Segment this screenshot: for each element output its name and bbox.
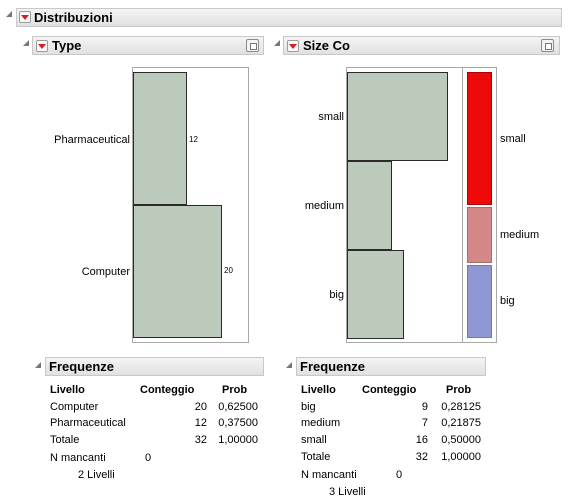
table-cell-prob: 0,21875 xyxy=(441,417,481,429)
table-cell-prob: 0,62500 xyxy=(218,401,258,413)
type-bar-computer[interactable] xyxy=(133,205,222,338)
col-header-prob: Prob xyxy=(222,384,248,396)
table-cell-level: Pharmaceutical xyxy=(50,417,126,429)
size-bar-small[interactable] xyxy=(347,72,448,161)
type-panel-header: Type xyxy=(32,36,264,55)
table-cell-level: Totale xyxy=(50,434,80,446)
table-cell-level: big xyxy=(301,401,316,413)
table-cell-prob: 0,37500 xyxy=(218,417,258,429)
table-cell-level: small xyxy=(301,434,327,446)
category-label-small: small xyxy=(318,111,344,123)
collapse-disclosure-icon[interactable] xyxy=(286,362,292,368)
col-header-prob: Prob xyxy=(446,384,472,396)
mosaic-small[interactable] xyxy=(467,72,492,205)
size-panel-title: Size Co xyxy=(303,38,350,53)
category-label-pharmaceutical: Pharmaceutical xyxy=(54,134,130,146)
col-header-conteggio: Conteggio xyxy=(362,384,417,396)
pin-icon[interactable] xyxy=(246,39,259,52)
red-triangle-menu-icon[interactable] xyxy=(287,40,299,52)
mosaic-label-medium: medium xyxy=(500,229,540,241)
col-header-livello: Livello xyxy=(50,384,85,396)
table-cell-level: Totale xyxy=(301,451,331,463)
table-cell-count: 20 xyxy=(194,401,207,413)
table-cell-count: 12 xyxy=(194,417,207,429)
size-bar-medium[interactable] xyxy=(347,161,392,250)
missing-value: 0 xyxy=(396,469,403,481)
red-triangle-menu-icon[interactable] xyxy=(36,40,48,52)
type-bar-pharmaceutical[interactable] xyxy=(133,72,187,205)
mosaic-label-big: big xyxy=(500,295,515,307)
category-label-medium: medium xyxy=(304,200,344,212)
missing-label: N mancanti xyxy=(50,452,106,464)
size-freq-header: Frequenze xyxy=(296,357,486,376)
category-label-computer: Computer xyxy=(81,266,130,278)
table-cell-prob: 1,00000 xyxy=(218,434,258,446)
size-freq-title: Frequenze xyxy=(300,359,366,374)
collapse-disclosure-icon[interactable] xyxy=(35,362,41,368)
levels-count: 3 Livelli xyxy=(329,486,366,498)
pin-icon[interactable] xyxy=(541,39,554,52)
table-cell-count: 32 xyxy=(415,451,428,463)
red-triangle-menu-icon[interactable] xyxy=(19,11,31,23)
mosaic-big[interactable] xyxy=(467,265,492,338)
collapse-disclosure-icon[interactable] xyxy=(274,40,280,46)
table-cell-prob: 0,50000 xyxy=(441,434,481,446)
col-header-conteggio: Conteggio xyxy=(140,384,195,396)
table-cell-prob: 0,28125 xyxy=(441,401,481,413)
levels-count: 2 Livelli xyxy=(78,469,115,481)
count-label-computer: 20 xyxy=(224,266,233,275)
size-bar-big[interactable] xyxy=(347,250,404,339)
col-header-livello: Livello xyxy=(301,384,336,396)
mosaic-label-small: small xyxy=(500,133,526,145)
size-panel-header: Size Co xyxy=(283,36,560,55)
report-header: Distribuzioni xyxy=(16,8,562,27)
collapse-disclosure-icon[interactable] xyxy=(6,11,12,17)
table-cell-count: 9 xyxy=(421,401,428,413)
type-panel-title: Type xyxy=(52,38,82,53)
collapse-disclosure-icon[interactable] xyxy=(23,40,29,46)
table-cell-count: 32 xyxy=(194,434,207,446)
table-cell-level: Computer xyxy=(50,401,99,413)
table-cell-prob: 1,00000 xyxy=(441,451,481,463)
type-freq-title: Frequenze xyxy=(49,359,115,374)
type-freq-header: Frequenze xyxy=(45,357,264,376)
table-cell-count: 7 xyxy=(421,417,428,429)
mosaic-medium[interactable] xyxy=(467,207,492,263)
category-label-big: big xyxy=(329,289,344,301)
missing-value: 0 xyxy=(145,452,152,464)
table-cell-count: 16 xyxy=(415,434,428,446)
table-cell-level: medium xyxy=(301,417,341,429)
report-title: Distribuzioni xyxy=(34,10,113,25)
missing-label: N mancanti xyxy=(301,469,357,481)
count-label-pharmaceutical: 12 xyxy=(189,135,198,144)
plot-divider xyxy=(462,67,463,343)
